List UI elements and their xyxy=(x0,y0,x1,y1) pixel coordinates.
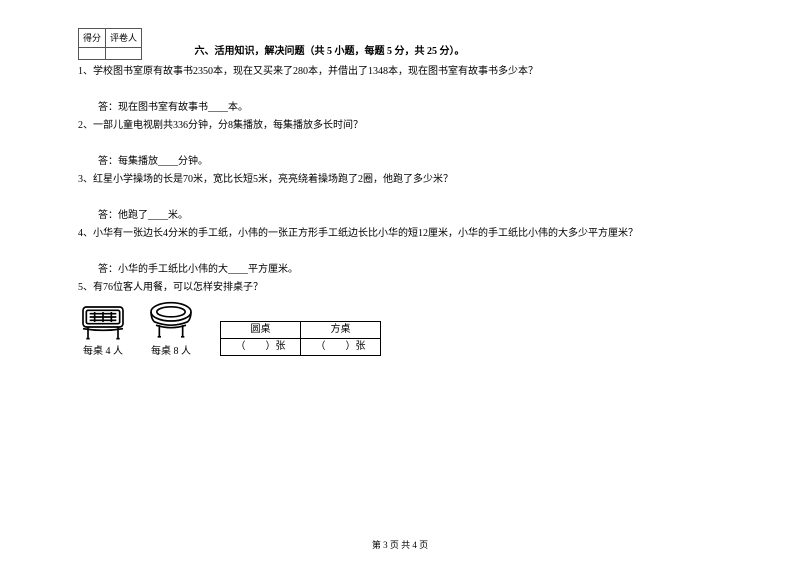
q5-td-square: （ ）张 xyxy=(301,339,381,356)
question-1: 1、学校图书室原有故事书2350本，现在又买来了280本，并借出了1348本，现… xyxy=(78,64,710,80)
q5-th-round: 圆桌 xyxy=(221,322,301,339)
question-5: 5、有76位客人用餐，可以怎样安排桌子？ xyxy=(78,280,710,296)
round-desk-label: 每桌 8 人 xyxy=(151,344,191,360)
document-page: 得分 评卷人 六、活用知识，解决问题（共 5 小题，每题 5 分，共 25 分）… xyxy=(0,0,800,565)
question-3: 3、红星小学操场的长是70米，宽比长短5米，亮亮绕着操场跑了2圈，他跑了多少米？ xyxy=(78,172,710,188)
q5-answer-table: 圆桌 方桌 （ ）张 （ ）张 xyxy=(220,321,381,356)
round-desk-block: 每桌 8 人 xyxy=(146,300,196,360)
answer-2: 答：每集播放____分钟。 xyxy=(78,154,710,170)
grader-header: 评卷人 xyxy=(106,29,142,48)
header-row: 得分 评卷人 六、活用知识，解决问题（共 5 小题，每题 5 分，共 25 分）… xyxy=(78,28,710,60)
square-desk-block: 每桌 4 人 xyxy=(78,302,128,360)
grader-cell xyxy=(106,48,142,60)
question-2: 2、一部儿童电视剧共336分钟，分8集播放，每集播放多长时间？ xyxy=(78,118,710,134)
round-desk-icon xyxy=(146,300,196,342)
q5-th-square: 方桌 xyxy=(301,322,381,339)
answer-3: 答：他跑了____米。 xyxy=(78,208,710,224)
q5-illustration-row: 每桌 4 人 每桌 8 人 圆桌 方桌 xyxy=(78,300,710,360)
answer-4: 答：小华的手工纸比小伟的大____平方厘米。 xyxy=(78,262,710,278)
score-grader-table: 得分 评卷人 xyxy=(78,28,142,60)
section-title: 六、活用知识，解决问题（共 5 小题，每题 5 分，共 25 分）。 xyxy=(195,44,465,60)
square-desk-icon xyxy=(78,302,128,342)
page-footer: 第 3 页 共 4 页 xyxy=(0,538,800,551)
q5-td-round: （ ）张 xyxy=(221,339,301,356)
answer-1: 答：现在图书室有故事书____本。 xyxy=(78,100,710,116)
question-4: 4、小华有一张边长4分米的手工纸，小伟的一张正方形手工纸边长比小华的短12厘米，… xyxy=(78,226,710,242)
square-desk-label: 每桌 4 人 xyxy=(83,344,123,360)
score-cell xyxy=(79,48,106,60)
score-header: 得分 xyxy=(79,29,106,48)
